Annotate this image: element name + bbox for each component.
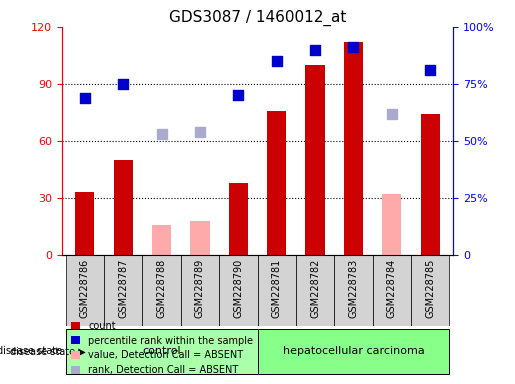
Text: hepatocellular carcinoma: hepatocellular carcinoma	[283, 346, 424, 356]
Text: GSM228784: GSM228784	[387, 259, 397, 318]
Point	[81, 94, 89, 101]
Text: disease state: disease state	[0, 346, 62, 356]
Point	[272, 58, 281, 64]
Point	[426, 67, 434, 73]
Text: GSM228783: GSM228783	[349, 259, 358, 318]
Bar	[421, 114, 440, 255]
Text: GSM228781: GSM228781	[272, 259, 282, 318]
Text: GSM228785: GSM228785	[425, 259, 435, 318]
FancyBboxPatch shape	[296, 255, 334, 326]
FancyBboxPatch shape	[65, 255, 104, 326]
Point	[349, 44, 357, 50]
FancyBboxPatch shape	[334, 255, 373, 326]
Point	[158, 131, 166, 137]
Text: control: control	[142, 346, 181, 356]
FancyBboxPatch shape	[181, 255, 219, 326]
Text: disease state ▶: disease state ▶	[10, 346, 86, 356]
Bar	[382, 194, 401, 255]
FancyBboxPatch shape	[258, 255, 296, 326]
Bar	[267, 111, 286, 255]
Bar	[229, 183, 248, 255]
Point	[388, 111, 396, 117]
Point	[196, 129, 204, 135]
Text: GSM228790: GSM228790	[233, 259, 243, 318]
Point	[311, 46, 319, 53]
Bar	[344, 42, 363, 255]
Point	[234, 92, 243, 98]
Bar	[305, 65, 324, 255]
Text: GSM228789: GSM228789	[195, 259, 205, 318]
FancyBboxPatch shape	[142, 255, 181, 326]
FancyBboxPatch shape	[104, 255, 142, 326]
Legend: count, percentile rank within the sample, value, Detection Call = ABSENT, rank, : count, percentile rank within the sample…	[66, 317, 257, 379]
Bar	[152, 225, 171, 255]
FancyBboxPatch shape	[373, 255, 411, 326]
Text: GSM228787: GSM228787	[118, 259, 128, 318]
Text: GSM228788: GSM228788	[157, 259, 166, 318]
Point	[119, 81, 127, 87]
Bar	[114, 160, 133, 255]
FancyBboxPatch shape	[219, 255, 258, 326]
FancyBboxPatch shape	[258, 329, 450, 374]
FancyBboxPatch shape	[65, 329, 258, 374]
Text: GSM228782: GSM228782	[310, 259, 320, 318]
Bar	[191, 221, 210, 255]
Bar	[75, 192, 94, 255]
FancyBboxPatch shape	[411, 255, 450, 326]
Text: GSM228786: GSM228786	[80, 259, 90, 318]
Title: GDS3087 / 1460012_at: GDS3087 / 1460012_at	[169, 9, 346, 25]
